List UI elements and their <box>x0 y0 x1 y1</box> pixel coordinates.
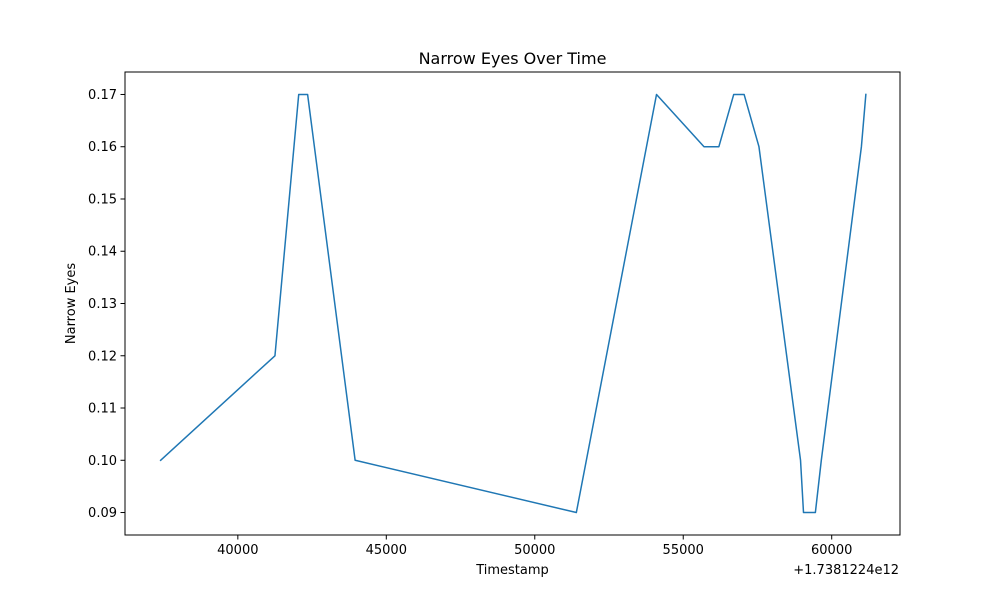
y-axis-label: Narrow Eyes <box>64 263 79 344</box>
y-tick-label: 0.15 <box>88 192 117 207</box>
y-tick-label: 0.13 <box>88 297 117 312</box>
series-line <box>159 93 867 514</box>
x-axis-offset-label: +1.7381224e12 <box>793 563 899 578</box>
x-axis: 40000 45000 50000 55000 60000 <box>217 535 852 558</box>
x-tick-label: 40000 <box>217 543 258 558</box>
series-layer <box>159 93 867 514</box>
x-axis-label: Timestamp <box>475 563 549 578</box>
chart-title: Narrow Eyes Over Time <box>419 49 607 68</box>
x-tick-label: 45000 <box>366 543 407 558</box>
y-tick-label: 0.16 <box>88 140 117 155</box>
y-tick-label: 0.12 <box>88 349 117 364</box>
y-tick-label: 0.09 <box>88 506 117 521</box>
x-tick-label: 60000 <box>811 543 852 558</box>
y-tick-label: 0.11 <box>88 402 117 417</box>
y-tick-label: 0.17 <box>88 88 117 103</box>
y-tick-label: 0.14 <box>88 245 117 260</box>
y-tick-label: 0.10 <box>88 454 117 469</box>
x-tick-label: 50000 <box>514 543 555 558</box>
x-tick-label: 55000 <box>663 543 704 558</box>
y-axis: 0.09 0.10 0.11 0.12 0.13 0.14 0.15 0.16 0.17 <box>88 88 125 521</box>
